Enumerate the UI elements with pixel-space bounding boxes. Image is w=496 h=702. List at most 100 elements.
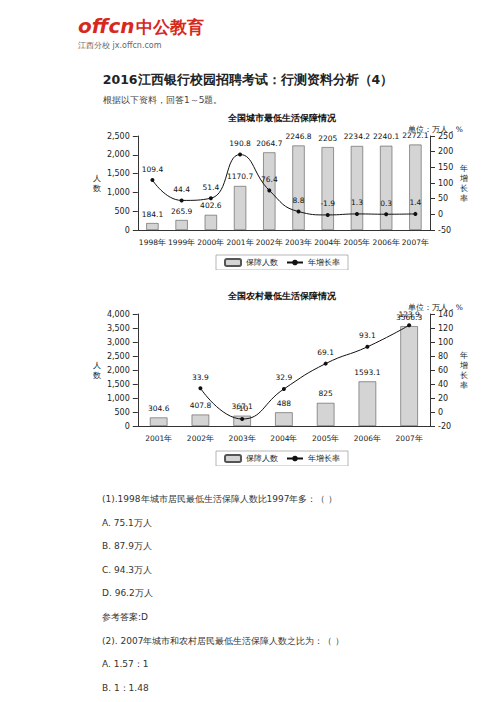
svg-text:率: 率 — [460, 381, 468, 390]
svg-text:2003年: 2003年 — [229, 434, 256, 443]
svg-text:2234.2: 2234.2 — [344, 132, 370, 141]
svg-text:0: 0 — [125, 226, 130, 235]
svg-text:200: 200 — [438, 147, 453, 156]
svg-text:增: 增 — [459, 361, 468, 370]
svg-text:-1.9: -1.9 — [320, 199, 335, 208]
svg-text:长: 长 — [460, 371, 468, 380]
svg-text:增: 增 — [459, 174, 468, 183]
svg-text:402.6: 402.6 — [200, 201, 222, 210]
html-text:2016江西银行校园招聘考试：行测资料分析（4）: 2016江西银行校园招聘考试：行测资料分析（4） — [102, 72, 394, 87]
svg-text:190.8: 190.8 — [229, 139, 251, 148]
svg-text:2007年: 2007年 — [402, 238, 429, 247]
svg-text:率: 率 — [460, 194, 468, 203]
svg-text:保障人数: 保障人数 — [246, 258, 278, 267]
svg-text:2006年: 2006年 — [354, 434, 381, 443]
svg-text:100: 100 — [438, 338, 453, 347]
svg-text:数: 数 — [93, 184, 101, 193]
svg-text:2001年: 2001年 — [227, 238, 254, 247]
svg-text:0: 0 — [125, 422, 130, 431]
svg-text:年: 年 — [460, 351, 468, 360]
svg-text:2240.1: 2240.1 — [373, 132, 399, 141]
svg-text:488: 488 — [277, 399, 292, 408]
svg-text:2,000: 2,000 — [107, 366, 130, 375]
html-text:A. 75.1万人: A. 75.1万人 — [102, 517, 152, 528]
svg-text:2004年: 2004年 — [270, 434, 297, 443]
svg-text:2003年: 2003年 — [285, 238, 312, 247]
svg-text:1999年: 1999年 — [168, 238, 195, 247]
html-text:offcn中公教育: offcn中公教育 — [78, 14, 205, 38]
svg-text:3,500: 3,500 — [107, 324, 130, 333]
svg-text:数: 数 — [93, 371, 101, 380]
svg-text:44.4: 44.4 — [173, 185, 190, 194]
svg-text:304.6: 304.6 — [148, 404, 170, 413]
svg-text:0.3: 0.3 — [380, 199, 392, 208]
svg-text:1,500: 1,500 — [107, 380, 130, 389]
svg-text:2064.7: 2064.7 — [256, 139, 282, 148]
svg-text:32.9: 32.9 — [276, 373, 293, 382]
svg-text:2002年: 2002年 — [256, 238, 283, 247]
svg-text:年: 年 — [460, 164, 468, 173]
svg-text:人: 人 — [93, 174, 101, 183]
svg-text:1,000: 1,000 — [107, 188, 130, 197]
svg-text:2007年: 2007年 — [396, 434, 423, 443]
svg-text:单位：万人，%: 单位：万人，% — [408, 125, 463, 134]
svg-text:2000年: 2000年 — [197, 238, 224, 247]
svg-text:2004年: 2004年 — [314, 238, 341, 247]
svg-text:1.4: 1.4 — [409, 198, 421, 207]
svg-text:50: 50 — [438, 194, 448, 203]
svg-text:-50: -50 — [438, 226, 451, 235]
svg-text:51.4: 51.4 — [203, 183, 220, 192]
svg-text:20: 20 — [438, 394, 448, 403]
svg-text:76.4: 76.4 — [261, 175, 278, 184]
svg-text:3,000: 3,000 — [107, 338, 130, 347]
svg-text:-20: -20 — [438, 422, 451, 431]
svg-text:2,000: 2,000 — [107, 150, 130, 159]
svg-text:2001年: 2001年 — [145, 434, 172, 443]
svg-text:长: 长 — [460, 184, 468, 193]
svg-text:2246.8: 2246.8 — [285, 132, 311, 141]
svg-text:150: 150 — [438, 163, 453, 172]
svg-text:1.3: 1.3 — [351, 198, 363, 207]
svg-text:2006年: 2006年 — [373, 238, 400, 247]
svg-text:109.4: 109.4 — [142, 165, 164, 174]
svg-text:8.8: 8.8 — [293, 196, 305, 205]
svg-text:单位：万人，%: 单位：万人，% — [408, 303, 463, 312]
svg-text:1,000: 1,000 — [107, 394, 130, 403]
svg-text:1,500: 1,500 — [107, 169, 130, 178]
svg-text:33.9: 33.9 — [192, 373, 209, 382]
svg-text:2205: 2205 — [318, 134, 337, 143]
svg-text:全国城市最低生活保障情况: 全国城市最低生活保障情况 — [227, 113, 337, 123]
svg-text:500: 500 — [115, 408, 130, 417]
svg-text:265.9: 265.9 — [171, 207, 193, 216]
svg-text:80: 80 — [438, 352, 448, 361]
svg-text:1998年: 1998年 — [139, 238, 166, 247]
html-text:B. 87.9万人: B. 87.9万人 — [102, 541, 152, 552]
svg-text:93.1: 93.1 — [359, 331, 376, 340]
svg-text:1170.7: 1170.7 — [227, 172, 253, 181]
svg-text:120: 120 — [438, 324, 453, 333]
svg-text:保障人数: 保障人数 — [246, 454, 278, 463]
svg-text:2002年: 2002年 — [187, 434, 214, 443]
svg-text:2005年: 2005年 — [343, 238, 370, 247]
svg-text:2,500: 2,500 — [107, 352, 130, 361]
svg-text:100: 100 — [438, 179, 453, 188]
svg-text:40: 40 — [438, 380, 448, 389]
svg-text:825: 825 — [318, 389, 333, 398]
svg-text:69.1: 69.1 — [317, 348, 334, 357]
svg-text:年增长率: 年增长率 — [308, 454, 340, 463]
svg-text:-10: -10 — [236, 404, 248, 413]
svg-text:184.1: 184.1 — [142, 210, 164, 219]
html-text:C. 94.3万人: C. 94.3万人 — [102, 564, 152, 575]
svg-text:0: 0 — [438, 210, 443, 219]
svg-text:2,500: 2,500 — [107, 132, 130, 141]
svg-text:全国农村最低生活保障情况: 全国农村最低生活保障情况 — [227, 291, 337, 301]
svg-text:500: 500 — [115, 207, 130, 216]
svg-text:人: 人 — [93, 361, 101, 370]
svg-text:407.8: 407.8 — [190, 401, 212, 410]
svg-text:4,000: 4,000 — [107, 310, 130, 319]
svg-text:1593.1: 1593.1 — [354, 368, 380, 377]
svg-text:60: 60 — [438, 366, 448, 375]
svg-text:年增长率: 年增长率 — [308, 258, 340, 267]
svg-text:0: 0 — [438, 408, 443, 417]
svg-text:2005年: 2005年 — [312, 434, 339, 443]
